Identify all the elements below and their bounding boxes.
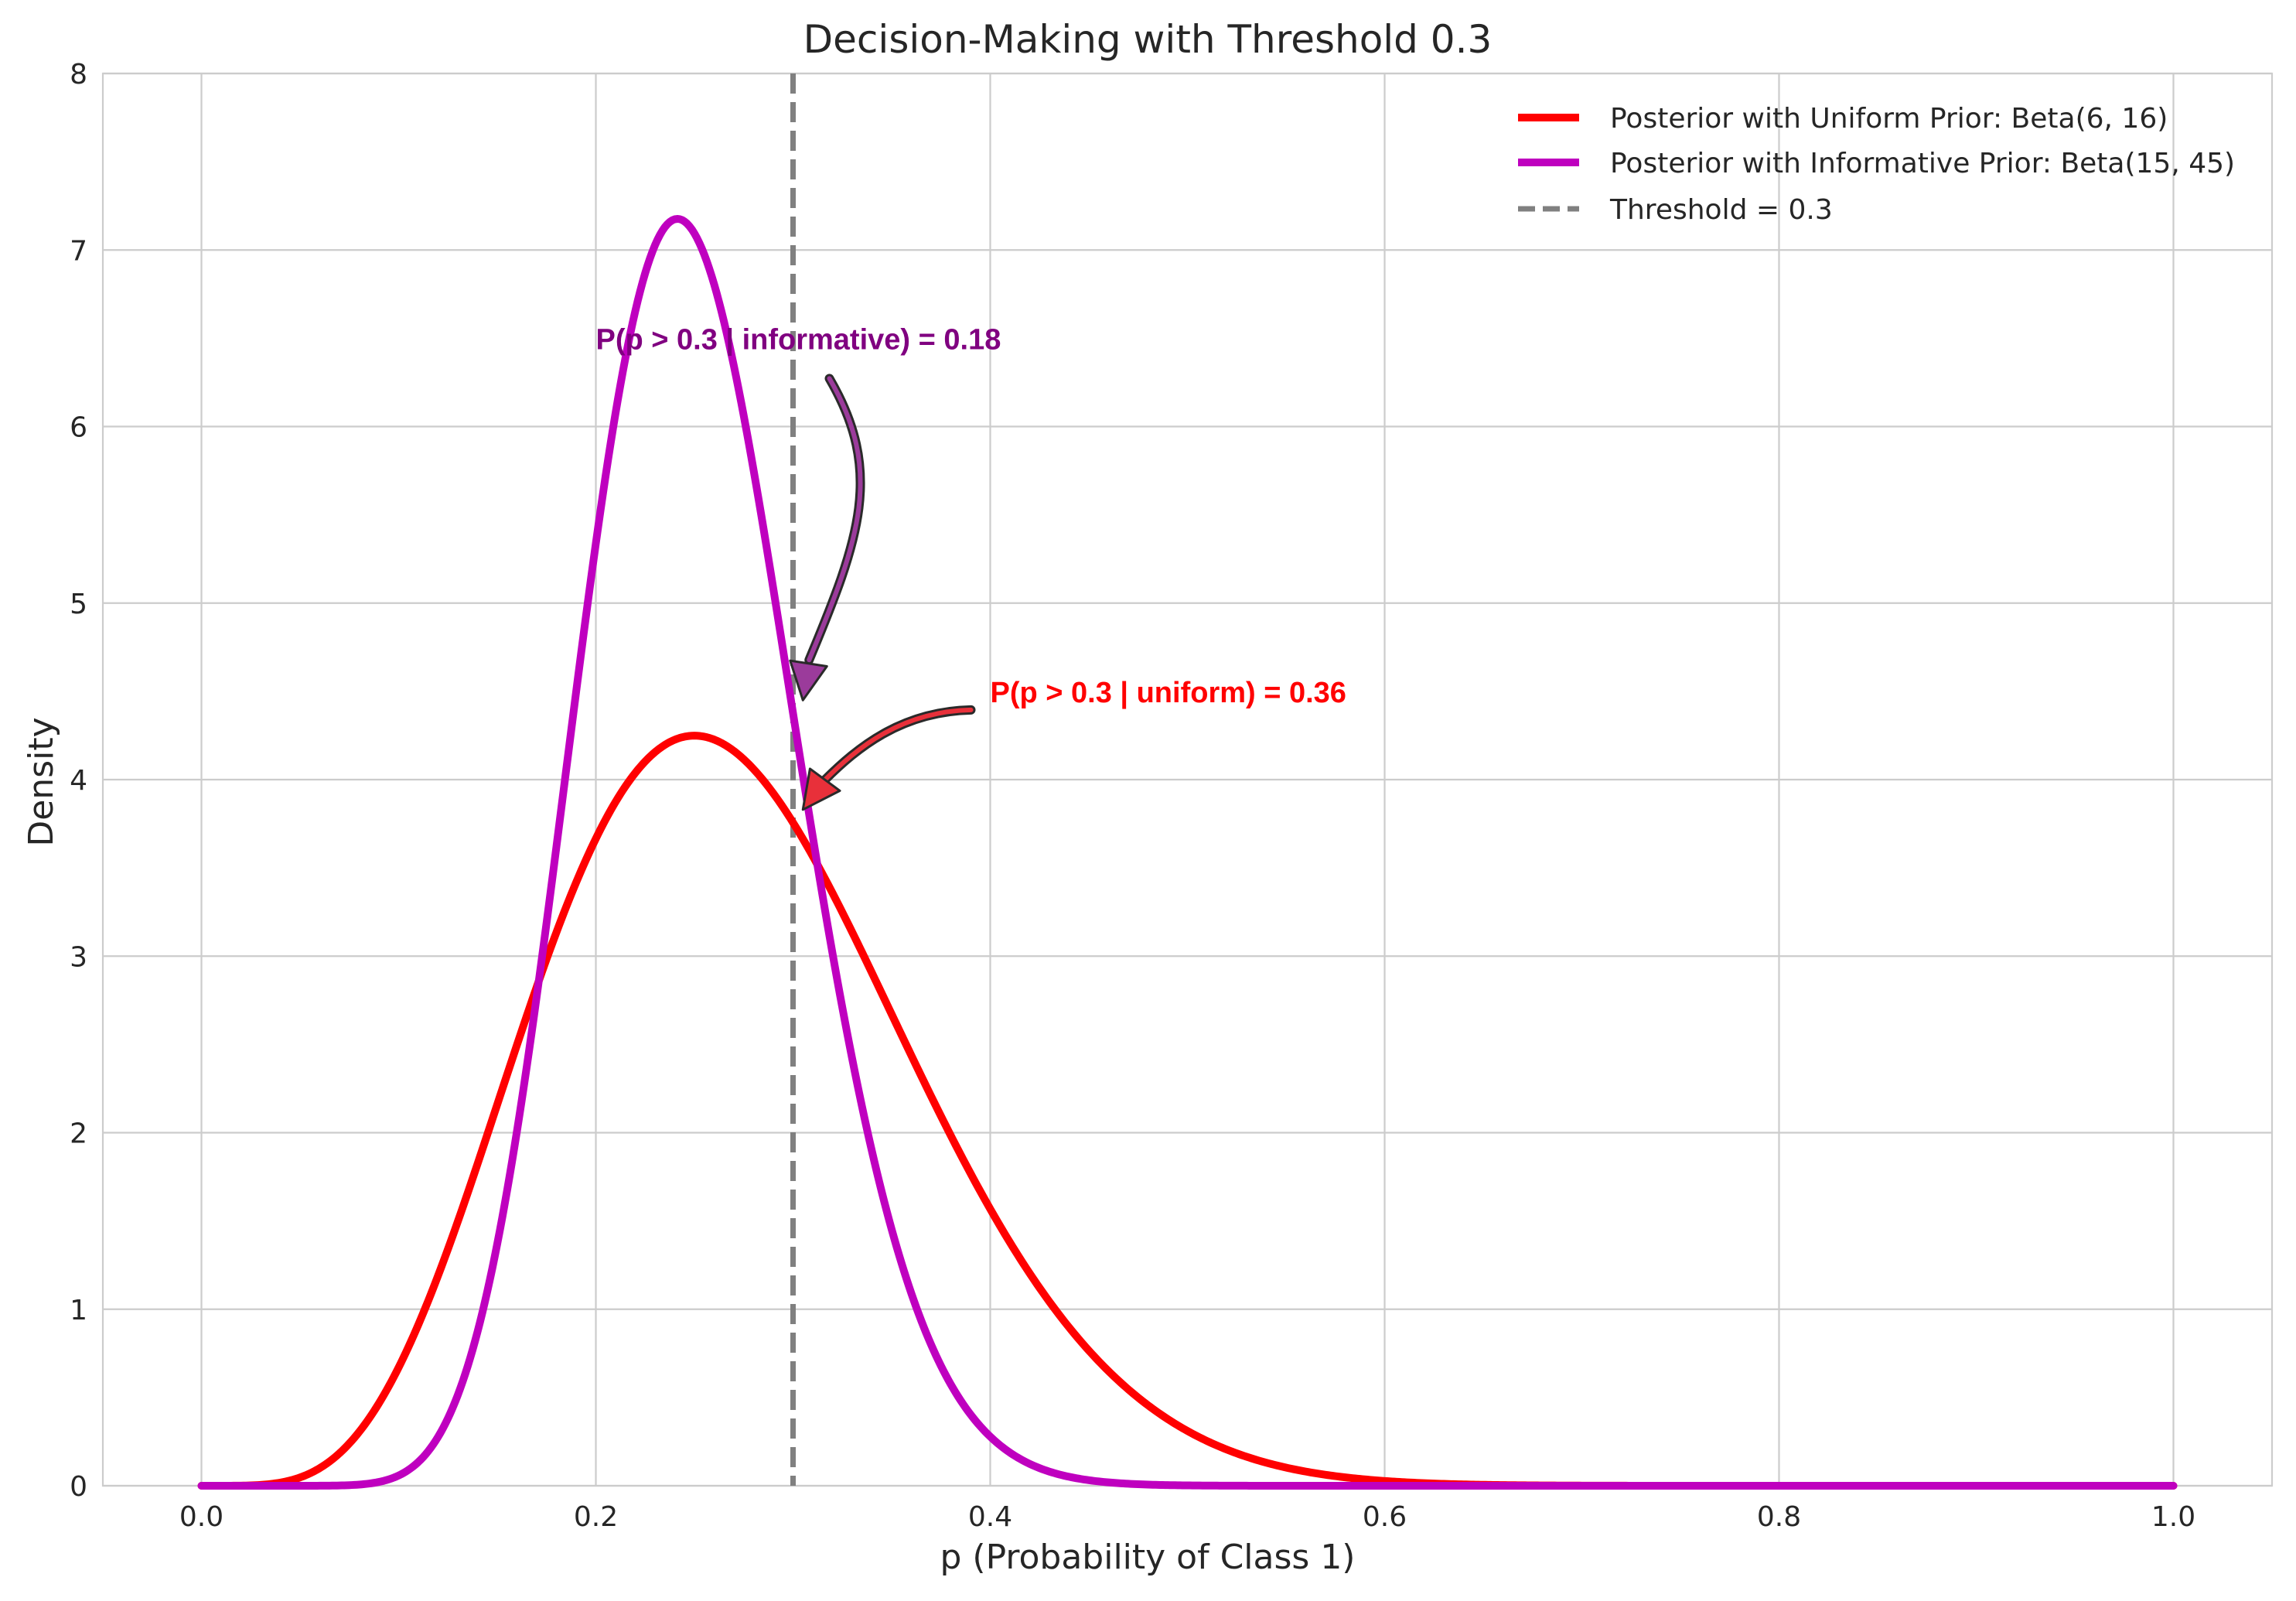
annotation-text-1: P(p > 0.3 | informative) = 0.18 (596, 323, 1001, 356)
y-tick-label: 6 (70, 412, 87, 444)
x-tick-label: 0.6 (1363, 1501, 1407, 1533)
grid (103, 72, 2272, 1487)
legend-label-1: Posterior with Uniform Prior: Beta(6, 16… (1610, 103, 2168, 135)
y-tick-label: 8 (70, 59, 87, 90)
series-line-2 (197, 215, 2178, 1490)
y-axis-label: Density (22, 717, 61, 846)
tick-labels: 0.0 0.2 0.4 0.6 0.8 1.0 0 1 2 3 4 5 6 7 8 (70, 59, 2195, 1533)
x-tick-label: 0.0 (179, 1501, 223, 1533)
legend: Posterior with Uniform Prior: Beta(6, 16… (1518, 103, 2235, 226)
annotation-text-2: P(p > 0.3 | uniform) = 0.36 (991, 677, 1346, 709)
y-tick-label: 7 (70, 235, 87, 267)
x-tick-label: 0.2 (574, 1501, 618, 1533)
annotation-arrowhead-2 (801, 767, 841, 811)
x-tick-label: 0.4 (968, 1501, 1012, 1533)
y-tick-label: 3 (70, 941, 87, 973)
y-tick-label: 1 (70, 1295, 87, 1326)
legend-label-3: Threshold = 0.3 (1609, 194, 1833, 226)
series-group (197, 215, 2178, 1490)
y-tick-label: 4 (70, 765, 87, 797)
annotation-arrowhead-1 (789, 659, 828, 702)
annotation-arrow-shaft-2 (822, 707, 974, 783)
legend-label-2: Posterior with Informative Prior: Beta(1… (1610, 148, 2235, 179)
x-tick-label: 1.0 (2151, 1501, 2195, 1533)
annotation-group: P(p > 0.3 | informative) = 0.18 P(p > 0.3… (596, 323, 1346, 811)
y-tick-label: 0 (70, 1471, 87, 1503)
y-tick-label: 5 (70, 589, 87, 620)
y-tick-label: 2 (70, 1118, 87, 1150)
annotation-arrow-shaft-1 (807, 376, 863, 663)
x-axis-label: p (Probability of Class 1) (940, 1538, 1356, 1577)
x-tick-label: 0.8 (1757, 1501, 1801, 1533)
chart-title: Decision-Making with Threshold 0.3 (803, 17, 1493, 62)
